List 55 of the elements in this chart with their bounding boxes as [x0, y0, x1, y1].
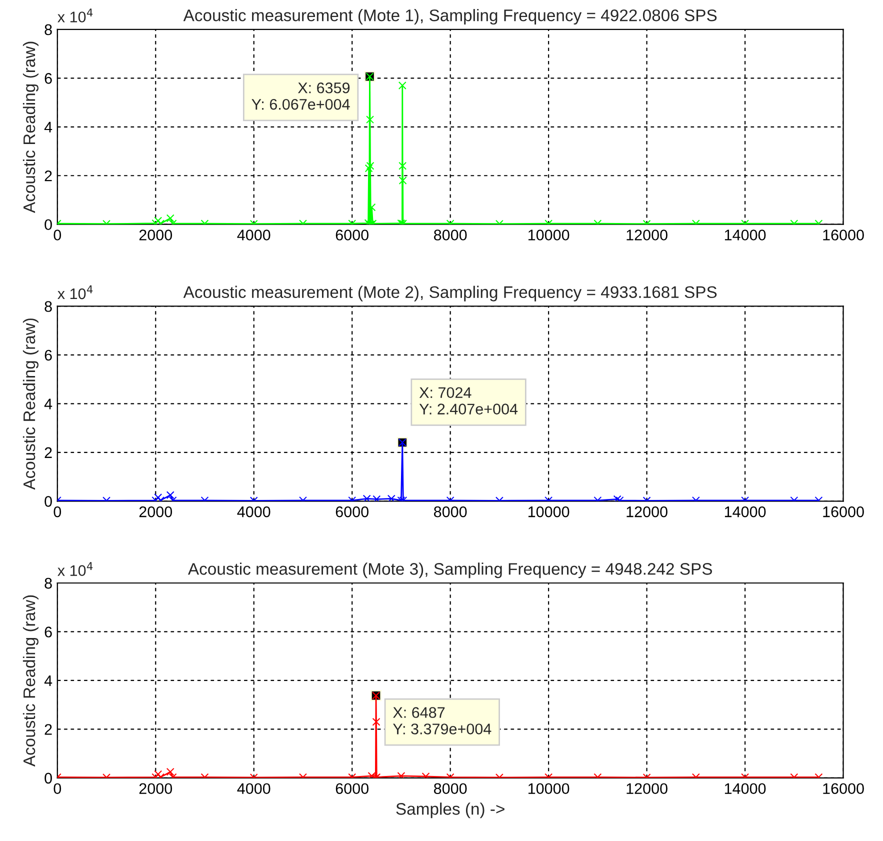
y-tick-label: 4	[44, 398, 52, 410]
y-tick-label: 8	[44, 301, 52, 312]
x-tick-label: 8000	[434, 783, 467, 794]
x-tick-label: 0	[54, 783, 62, 794]
x-tick-label: 10000	[528, 506, 570, 518]
y-tick-label: 2	[44, 447, 52, 458]
x-tick-label: 0	[54, 506, 62, 518]
x-tick-label: 2000	[139, 506, 172, 518]
y-axis-title: Acoustic Reading (raw)	[22, 42, 38, 213]
y-tick-label: 4	[44, 122, 52, 132]
y-tick-label: 6	[44, 73, 52, 84]
y-tick-label: 0	[44, 219, 52, 230]
y-tick-label: 8	[44, 24, 52, 36]
x-tick-label: 6000	[336, 783, 368, 794]
text: x 10$^{4}$	[58, 285, 93, 300]
x-tick-label: 16000	[823, 506, 864, 518]
y-tick-label: 0	[44, 496, 52, 507]
chart-title: Acoustic measurement (Mote 1), Sampling Frequency = 4922.0806 SPS	[183, 9, 717, 25]
annotation: X: 6487 Y: 3.379e+004	[393, 707, 492, 734]
x-tick-label: 10000	[528, 230, 570, 240]
annotation: X: 7024 Y: 2.407e+004	[419, 387, 518, 414]
x-tick-label: 4000	[237, 506, 270, 518]
x-tick-label: 12000	[626, 230, 668, 240]
x-tick-label: 16000	[823, 783, 864, 794]
y-axis-title: Acoustic Reading (raw)	[22, 318, 38, 490]
y-tick-label: 0	[44, 772, 52, 784]
text: x 10$^{4}$	[58, 8, 93, 22]
y-tick-label: 8	[44, 578, 52, 589]
x-tick-label: 10000	[528, 783, 570, 794]
x-tick-label: 14000	[724, 783, 766, 794]
y-tick-label: 6	[44, 350, 52, 361]
x-tick-label: 8000	[434, 506, 467, 518]
x-tick-label: 2000	[139, 230, 172, 240]
text: x 10$^{4}$	[58, 562, 93, 576]
x-tick-label: 12000	[626, 783, 668, 794]
x-tick-label: 16000	[823, 230, 864, 240]
chart-title: Acoustic measurement (Mote 2), Sampling Frequency = 4933.1681 SPS	[183, 286, 717, 302]
y-tick-label: 4	[44, 675, 52, 686]
y-tick-label: 2	[44, 724, 52, 735]
y-tick-label: 6	[44, 626, 52, 638]
y-axis-title: Acoustic Reading (raw)	[22, 595, 38, 767]
x-tick-label: 4000	[237, 230, 270, 240]
x-tick-label: 12000	[626, 506, 668, 518]
x-tick-label: 6000	[336, 230, 368, 240]
annotation: X: 6359 Y: 6.067e+004	[252, 82, 350, 110]
y-tick-label: 2	[44, 170, 52, 182]
x-tick-label: 8000	[434, 230, 467, 240]
chart-title: Acoustic measurement (Mote 3), Sampling Frequency = 4948.242 SPS	[188, 562, 712, 578]
x-tick-label: 14000	[724, 506, 766, 518]
x-tick-label: 4000	[237, 783, 270, 794]
x-axis-title: Samples (n) ->	[396, 802, 504, 818]
x-tick-label: 14000	[724, 230, 766, 240]
x-tick-label: 2000	[139, 783, 172, 794]
x-tick-label: 6000	[336, 506, 368, 518]
x-tick-label: 0	[54, 230, 62, 240]
